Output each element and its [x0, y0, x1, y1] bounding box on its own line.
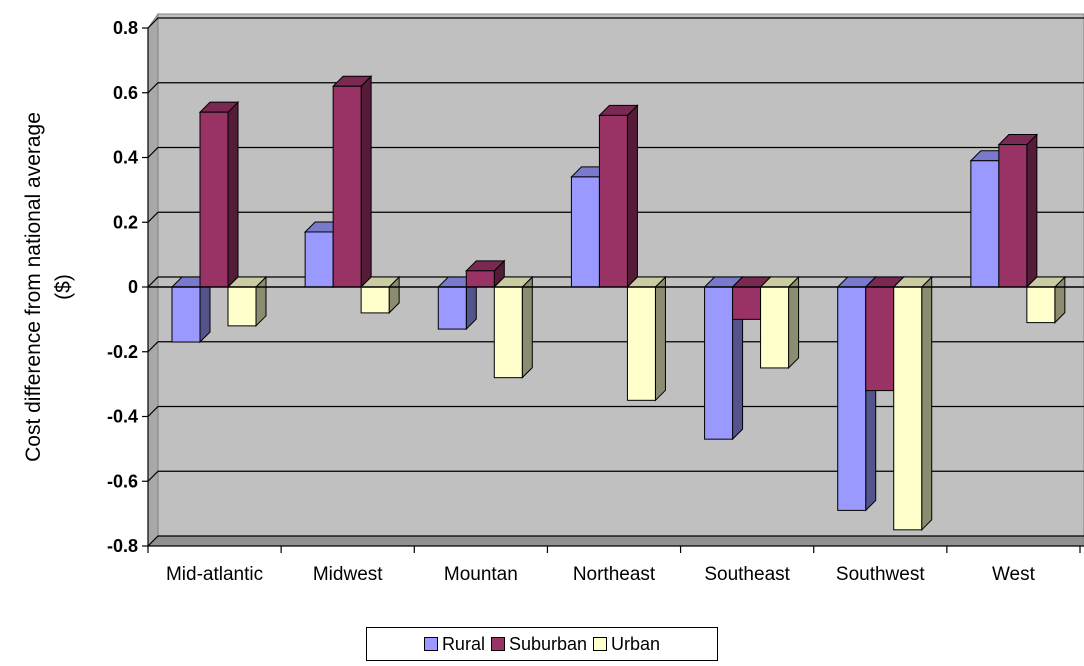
y-tick-label: 0.8: [113, 18, 138, 38]
legend-item-urban: Urban: [593, 634, 660, 655]
x-tick-label: Mid-atlantic: [166, 564, 263, 585]
bar-rural: [570, 176, 600, 288]
gridline: [147, 535, 1084, 547]
gridline: [147, 146, 1084, 158]
bar-rural: [970, 160, 1000, 288]
bar-urban: [227, 286, 257, 327]
bar-urban: [893, 286, 923, 531]
bar-side-urban: [921, 275, 933, 532]
bar-side-suburban: [360, 75, 372, 289]
legend-swatch-urban: [593, 637, 608, 651]
x-tick-label: Southeast: [704, 564, 790, 585]
bar-urban: [360, 286, 390, 314]
plot-floor: [146, 535, 1084, 547]
y-tick-label: -0.6: [107, 471, 138, 491]
bar-urban: [493, 286, 523, 379]
x-tick-label: Northeast: [573, 564, 656, 585]
y-tick-label: 0.6: [113, 83, 138, 103]
plot-side-wall: [147, 12, 159, 548]
gridline: [147, 211, 1084, 223]
x-tick-label: Southwest: [836, 564, 925, 585]
bar-rural: [704, 286, 734, 440]
bar-suburban: [332, 85, 362, 288]
x-tick-label: West: [992, 564, 1036, 585]
bar-suburban: [865, 286, 895, 392]
bar-suburban: [465, 270, 495, 288]
bar-urban: [626, 286, 656, 401]
y-axis-title: Cost difference from national average ($): [22, 112, 75, 462]
bar-urban: [1026, 286, 1056, 324]
gridline: [147, 17, 1084, 29]
x-tick-label: Midwest: [313, 564, 383, 585]
y-tick-label: -0.4: [107, 407, 138, 427]
bar-side-urban: [788, 275, 800, 370]
bar-suburban: [598, 114, 628, 288]
bar-suburban: [199, 111, 229, 288]
legend: Rural Suburban Urban: [366, 627, 718, 661]
y-axis-title-line: ($): [52, 274, 75, 300]
bar-side-suburban: [227, 100, 239, 289]
bar-suburban: [998, 144, 1028, 288]
bar-urban: [760, 286, 790, 369]
bar-side-urban: [654, 275, 666, 402]
legend-label-suburban: Suburban: [508, 633, 588, 654]
legend-label-urban: Urban: [611, 633, 661, 654]
x-tick-label: Mountan: [444, 564, 518, 585]
gridline: [147, 470, 1084, 482]
bar-rural: [437, 286, 467, 330]
legend-label-rural: Rural: [441, 633, 485, 654]
bar-rural: [837, 286, 867, 511]
legend-swatch-rural: [423, 637, 438, 651]
gridline: [147, 82, 1084, 94]
legend-swatch-suburban: [490, 637, 505, 651]
bar-side-suburban: [626, 104, 638, 289]
bar-chart: 0.8 0.6 0.4 0.2 0 -0.2 -0.4 -0.6 -0.8 Mid-atlanti…: [22, 12, 1084, 585]
bar-rural: [171, 286, 201, 343]
legend-item-rural: Rural: [423, 633, 485, 655]
y-tick-label: 0: [128, 277, 138, 297]
y-tick-label: -0.8: [107, 536, 138, 556]
y-tick-label: -0.2: [107, 342, 138, 362]
y-tick-label: 0.4: [113, 148, 138, 168]
bar-side-urban: [521, 275, 533, 379]
y-axis-title-line: Cost difference from national average: [22, 112, 45, 462]
bar-rural: [304, 231, 334, 288]
bar-suburban: [732, 286, 762, 320]
bar-side-suburban: [1026, 133, 1038, 289]
y-tick-label: 0.2: [113, 212, 138, 232]
legend-item-suburban: Suburban: [490, 633, 588, 655]
gridline: [147, 405, 1084, 417]
